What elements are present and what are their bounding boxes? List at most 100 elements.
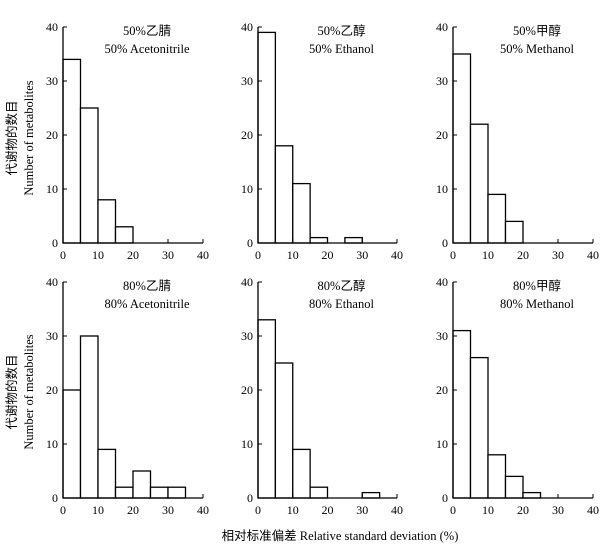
- y-tick-label: 0: [52, 236, 58, 250]
- histogram-bar: [361, 491, 381, 499]
- y-tick-label: 0: [442, 236, 448, 250]
- panel-title-cn: 50%乙腈: [123, 24, 171, 38]
- histogram-bar: [274, 362, 294, 499]
- panel-title-en: 80% Methanol: [500, 297, 574, 311]
- histogram-bar: [504, 220, 524, 244]
- x-tick-label: 20: [127, 248, 139, 262]
- y-tick-label: 40: [436, 20, 448, 34]
- x-tick-label: 20: [127, 503, 139, 517]
- x-axis-label: 相对标准偏差 Relative standard deviation (%): [222, 528, 459, 543]
- y-tick-label: 0: [442, 491, 448, 505]
- x-tick-label: 40: [197, 503, 209, 517]
- x-tick-label: 0: [60, 503, 66, 517]
- y-tick-label: 40: [241, 275, 253, 289]
- x-tick-label: 20: [322, 503, 334, 517]
- x-tick-label: 20: [322, 248, 334, 262]
- x-tick-label: 0: [450, 248, 456, 262]
- histogram-panel-4: 0 10 20 30 40 0 10 20 30 40 80%乙腈 80% Acetonitrile: [46, 275, 209, 517]
- y-tick-label: 10: [46, 182, 58, 196]
- y-tick-label: 0: [247, 491, 253, 505]
- y-tick-label: 40: [436, 275, 448, 289]
- y-tick-label: 20: [241, 383, 253, 397]
- x-tick-label: 30: [356, 503, 368, 517]
- x-tick-label: 0: [255, 248, 261, 262]
- histogram-bar: [149, 486, 169, 499]
- x-tick-label: 30: [162, 503, 174, 517]
- histogram-bar: [344, 236, 363, 244]
- x-tick-label: 10: [482, 503, 494, 517]
- histogram-bar: [309, 236, 329, 244]
- histogram-panel-2: 0 10 20 30 40 0 10 20 30 40 50%乙醇 50% Ethanol: [241, 20, 403, 262]
- x-tick-label: 40: [587, 503, 599, 517]
- histogram-bar: [487, 454, 507, 499]
- histogram-bar: [522, 491, 542, 499]
- histogram-bar: [132, 470, 152, 499]
- x-tick-label: 10: [287, 503, 299, 517]
- histogram-bar: [504, 475, 524, 499]
- y-tick-label: 20: [241, 128, 253, 142]
- y-tick-label: 20: [46, 383, 58, 397]
- x-tick-label: 40: [391, 503, 403, 517]
- y-tick-label: 0: [247, 236, 253, 250]
- histogram-bar: [62, 58, 82, 244]
- x-tick-label: 10: [287, 248, 299, 262]
- x-tick-label: 30: [552, 503, 564, 517]
- y-tick-label: 40: [46, 275, 58, 289]
- y-tick-label: 10: [436, 182, 448, 196]
- histogram-bar: [79, 335, 99, 499]
- x-tick-label: 40: [391, 248, 403, 262]
- x-tick-label: 40: [197, 248, 209, 262]
- y-tick-label: 40: [46, 20, 58, 34]
- y-tick-label: 20: [436, 383, 448, 397]
- y-tick-label: 40: [241, 20, 253, 34]
- x-tick-label: 0: [255, 503, 261, 517]
- panel-title-cn: 50%乙醇: [318, 23, 366, 38]
- x-tick-label: 20: [517, 248, 529, 262]
- histogram-bar: [97, 448, 117, 499]
- x-tick-label: 30: [162, 248, 174, 262]
- y-tick-label: 20: [436, 128, 448, 142]
- x-tick-label: 30: [552, 248, 564, 262]
- x-tick-label: 20: [517, 503, 529, 517]
- histogram-bar: [487, 193, 507, 244]
- x-tick-label: 10: [92, 503, 104, 517]
- histogram-panel-6: 0 10 20 30 40 0 10 20 30 40 80%甲醇 80% Methanol: [436, 275, 599, 517]
- y-tick-label: 10: [46, 437, 58, 451]
- y-tick-label: 10: [241, 437, 253, 451]
- y-tick-label: 30: [436, 74, 448, 88]
- histogram-bar: [469, 356, 489, 499]
- y-tick-label: 20: [46, 128, 58, 142]
- histogram-bar: [79, 107, 99, 244]
- histogram-panel-5: 0 10 20 30 40 0 10 20 30 40 80%乙醇 80% Ethanol: [241, 275, 403, 517]
- panel-title-en: 50% Methanol: [500, 42, 574, 56]
- histogram-panel-1: 0 10 20 30 40 0 10 20 30 40 50%乙腈 50% Acetonitrile: [46, 20, 209, 262]
- panel-title-en: 80% Acetonitrile: [104, 297, 189, 311]
- histogram-bar: [167, 486, 187, 499]
- y-tick-label: 10: [436, 437, 448, 451]
- histogram-bar: [257, 31, 277, 244]
- y-tick-label: 30: [46, 329, 58, 343]
- histogram-bar: [114, 486, 134, 499]
- y-tick-label: 30: [436, 329, 448, 343]
- panel-title-en: 80% Ethanol: [309, 297, 374, 311]
- y-tick-label: 10: [241, 182, 253, 196]
- histogram-bar: [292, 448, 311, 499]
- y-tick-label: 30: [46, 74, 58, 88]
- y-axis-label-en-bottom: Number of metabolites: [22, 334, 36, 449]
- x-tick-label: 40: [587, 248, 599, 262]
- histogram-bar: [114, 226, 134, 244]
- y-axis-label-cn-top: 代谢物的数目: [4, 100, 19, 175]
- histogram-bar: [452, 329, 472, 499]
- x-tick-label: 0: [450, 503, 456, 517]
- x-tick-label: 30: [356, 248, 368, 262]
- histogram-bar: [97, 199, 117, 244]
- panel-title-cn: 80%甲醇: [513, 278, 561, 293]
- y-tick-label: 30: [241, 74, 253, 88]
- panel-title-cn: 80%乙腈: [123, 279, 171, 293]
- x-tick-label: 10: [482, 248, 494, 262]
- y-tick-label: 0: [52, 491, 58, 505]
- panel-title-en: 50% Ethanol: [309, 42, 374, 56]
- histogram-bar: [452, 53, 472, 244]
- histogram-bar: [469, 123, 489, 244]
